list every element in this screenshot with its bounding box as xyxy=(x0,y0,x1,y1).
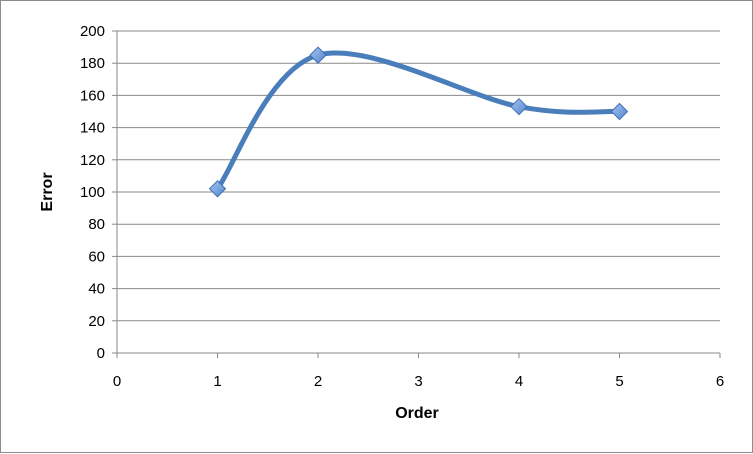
y-tick-label: 80 xyxy=(88,216,105,233)
series-layer xyxy=(215,50,622,192)
y-tick-label: 120 xyxy=(80,152,105,169)
x-tick-label: 4 xyxy=(515,373,523,390)
y-tick-label: 200 xyxy=(80,23,105,40)
x-tick-label: 6 xyxy=(716,373,724,390)
y-tick-label: 100 xyxy=(80,184,105,201)
y-tick-label: 0 xyxy=(97,345,105,362)
marker-layer xyxy=(208,46,629,198)
data-point-marker xyxy=(510,97,528,116)
x-tick-label: 1 xyxy=(213,373,221,390)
x-tick-labels: 0 1 2 3 4 5 6 xyxy=(113,373,724,390)
x-tick-label: 3 xyxy=(414,373,422,390)
data-point-marker xyxy=(610,102,629,121)
gridlines xyxy=(117,30,720,322)
y-tick-label: 20 xyxy=(88,313,105,330)
y-axis-title: Error xyxy=(39,172,56,211)
x-tick-label: 2 xyxy=(314,373,322,390)
y-tick-label: 40 xyxy=(88,281,105,298)
series-line xyxy=(215,50,622,192)
x-tick-label: 5 xyxy=(615,373,623,390)
x-tick-label: 0 xyxy=(113,373,121,390)
y-tick-label: 60 xyxy=(88,248,105,265)
y-tick-label: 180 xyxy=(80,55,105,72)
y-tick-label: 140 xyxy=(80,120,105,137)
x-axis-title: Order xyxy=(395,405,439,422)
axes xyxy=(112,30,721,358)
data-point-marker xyxy=(309,46,327,64)
y-tick-label: 160 xyxy=(80,87,105,104)
data-point-marker xyxy=(208,180,227,198)
y-tick-labels: 0 20 40 60 80 100 120 140 160 180 200 xyxy=(80,23,105,362)
